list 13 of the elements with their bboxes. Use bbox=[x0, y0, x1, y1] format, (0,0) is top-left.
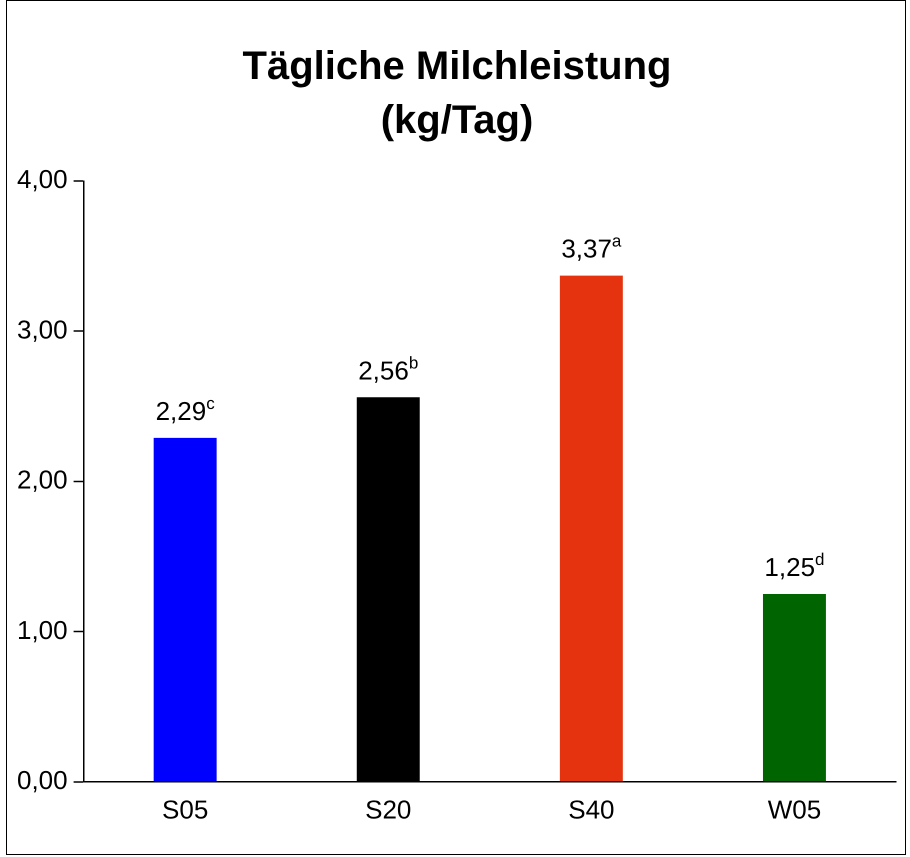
y-tick-label: 0,00 bbox=[16, 764, 68, 795]
y-tick-label: 4,00 bbox=[16, 164, 68, 194]
bar bbox=[560, 276, 623, 782]
chart-title: Tägliche Milchleistung (kg/Tag) bbox=[242, 43, 672, 144]
x-tick-label: S20 bbox=[365, 794, 412, 825]
x-tick-label: S40 bbox=[568, 794, 614, 825]
bar bbox=[762, 594, 826, 782]
y-tick-label: 1,00 bbox=[16, 614, 68, 645]
y-tick-label: 3,00 bbox=[16, 314, 68, 344]
y-tick-label: 2,00 bbox=[16, 464, 68, 495]
bar bbox=[154, 438, 217, 782]
x-tick-label: W05 bbox=[768, 794, 822, 825]
x-tick-label: S05 bbox=[162, 794, 208, 825]
